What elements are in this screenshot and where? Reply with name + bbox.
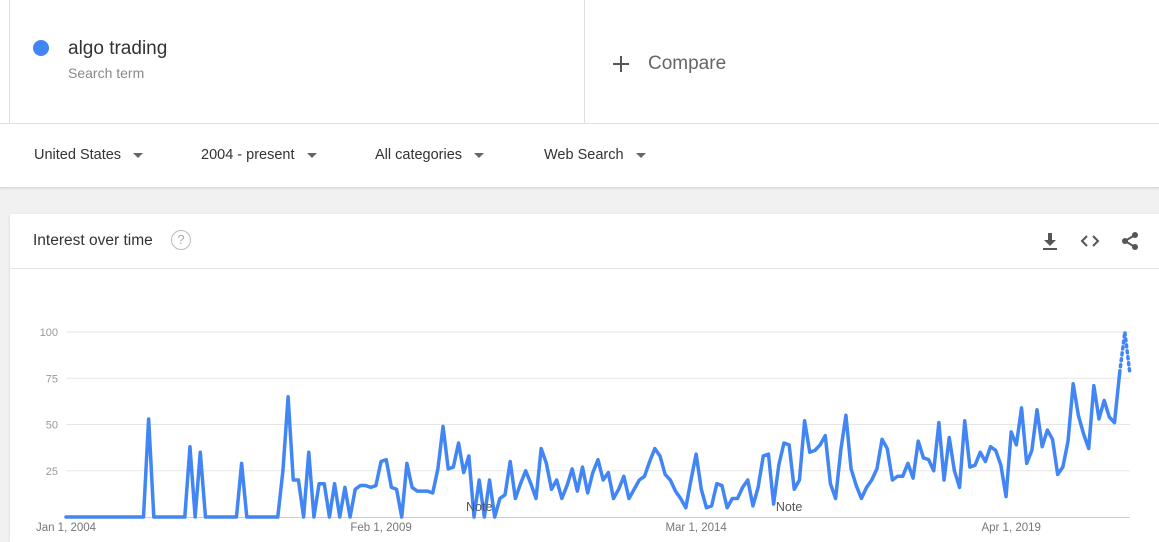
search-term-name[interactable]: algo trading [68, 38, 168, 59]
share-icon[interactable] [1119, 230, 1141, 252]
region-dropdown[interactable]: United States [34, 147, 144, 163]
x-tick-label: Jan 1, 2004 [36, 522, 97, 534]
region-dropdown-label: United States [34, 147, 122, 163]
filter-bar: United States 2004 - present All categor… [0, 124, 1159, 188]
compare-button[interactable]: Compare [612, 50, 726, 78]
series-color-dot [33, 40, 49, 56]
help-icon[interactable]: ? [171, 230, 191, 250]
search-term-subtitle: Search term [68, 65, 145, 81]
compare-label: Compare [648, 53, 727, 74]
caret-down-icon [635, 152, 646, 158]
y-tick-label: 100 [40, 327, 58, 339]
interest-over-time-card: Interest over time ? 1 [10, 214, 1159, 542]
note-label: Note [466, 500, 492, 514]
embed-icon[interactable] [1079, 230, 1101, 252]
card-title: Interest over time [33, 232, 153, 249]
time-range-dropdown-label: 2004 - present [201, 147, 295, 163]
embed-icon-graphic [1080, 235, 1100, 247]
y-tick-label: 25 [46, 466, 58, 478]
series-line-partial [1117, 331, 1132, 377]
share-icon-graphic [1122, 232, 1138, 250]
category-dropdown-label: All categories [375, 147, 463, 163]
y-tick-label: 75 [46, 373, 58, 385]
search-term-card[interactable]: algo trading Search term [9, 0, 585, 124]
search-header: algo trading Search term Compare [0, 0, 1159, 124]
download-icon[interactable] [1039, 230, 1061, 252]
x-tick-label: Mar 1, 2014 [665, 522, 727, 534]
interest-chart[interactable]: 100 75 50 25 Jan 1, 2004 Feb 1, 2009 Mar 1, 20… [10, 269, 1159, 542]
y-tick-label: 50 [46, 420, 58, 432]
caret-down-icon [133, 152, 144, 158]
category-dropdown[interactable]: All categories [375, 147, 485, 163]
time-range-dropdown[interactable]: 2004 - present [201, 147, 317, 163]
series-line [64, 370, 1122, 519]
card-header: Interest over time ? [10, 214, 1159, 269]
search-type-dropdown[interactable]: Web Search [544, 147, 646, 163]
caret-down-icon [474, 152, 485, 158]
note-label: Note [776, 500, 802, 514]
x-tick-label: Apr 1, 2019 [981, 522, 1040, 534]
x-tick-label: Feb 1, 2009 [350, 522, 411, 534]
download-icon-graphic [1043, 233, 1057, 250]
plus-icon [612, 55, 630, 73]
line-chart-svg: 100 75 50 25 Jan 1, 2004 Feb 1, 2009 Mar 1, 20… [36, 327, 1132, 534]
search-type-dropdown-label: Web Search [544, 147, 624, 163]
caret-down-icon [306, 152, 317, 158]
